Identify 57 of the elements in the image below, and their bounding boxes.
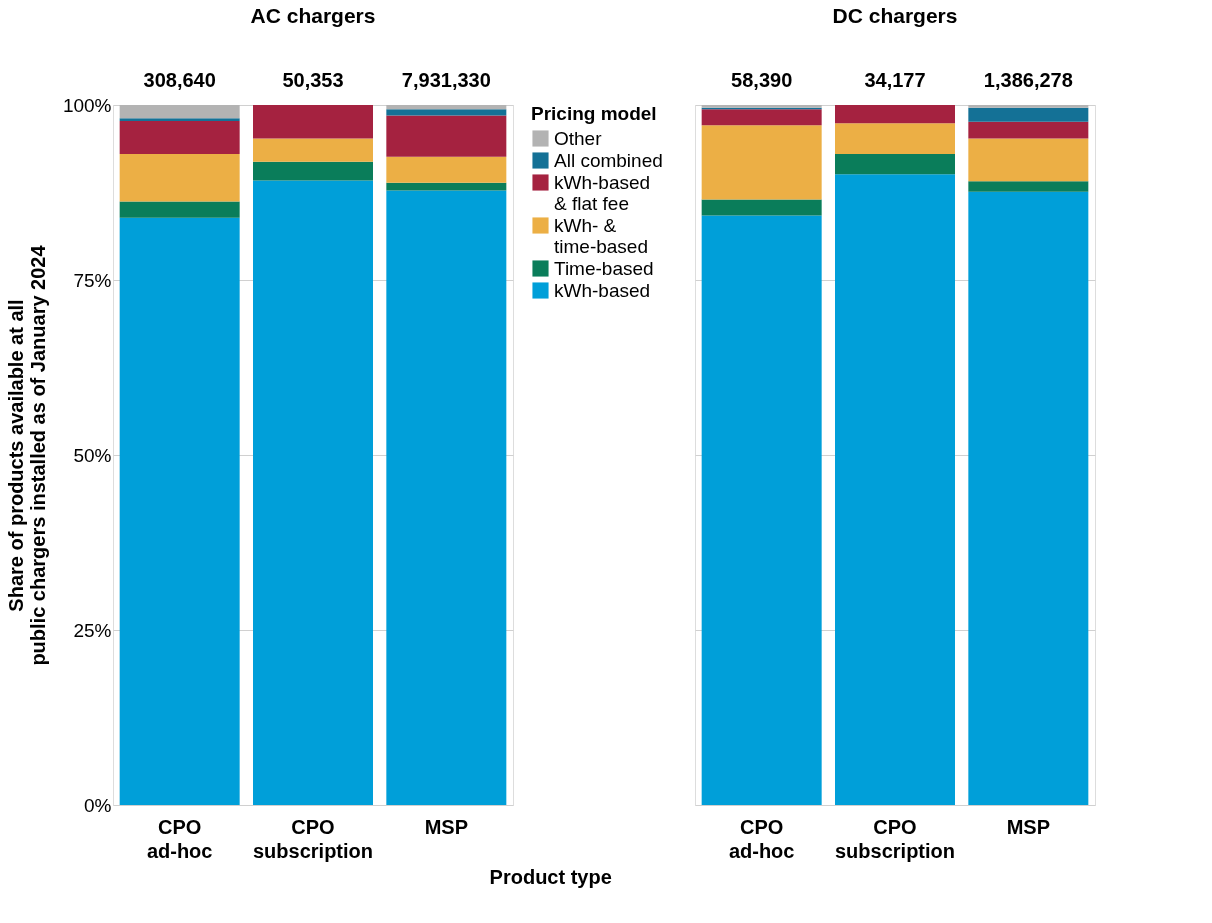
bar [253,138,373,162]
bar [968,121,1089,139]
annotation: 34,177 [864,69,926,91]
bar [386,115,507,157]
bar [835,174,955,805]
annotation: 58,390 [731,69,793,91]
legend-label: kWh-based [554,279,651,301]
bar [701,199,822,216]
bar [386,190,507,805]
chart-title: DC chargers [832,4,958,27]
bar [835,105,955,124]
bar [253,161,373,181]
annotation: 1,386,278 [983,69,1073,91]
bar [386,156,507,183]
bar [253,105,373,139]
legend-label: Time-based [554,257,654,279]
y-tick-label: 100% [62,94,112,116]
chart-title: AC chargers [250,4,376,27]
x-tick-label: MSP [1006,815,1051,838]
bar [119,105,240,119]
bar [968,105,1089,108]
bar [386,105,507,110]
y-tick-label: 0% [84,794,112,816]
x-tick-label: CPO subscription [834,815,956,862]
bar [119,118,240,122]
bar [119,217,240,805]
bar [253,180,373,805]
x-tick-label: MSP [424,815,469,838]
y-axis-title: Share of products available at all public chargers installed as of January 2024 [4,244,49,666]
legend-label: kWh- & time-based [554,214,648,257]
annotation: 50,353 [282,69,344,91]
bar [968,107,1089,122]
annotation: 7,931,330 [401,69,491,91]
bar [701,215,822,805]
x-tick-label: CPO ad-hoc [728,815,795,862]
bar [835,123,955,154]
bar [968,138,1089,182]
x-tick-label: CPO ad-hoc [146,815,213,862]
bar [968,191,1089,805]
bar [386,109,507,116]
y-tick-label: 50% [73,444,112,466]
legend-label: Other [554,127,603,149]
legend-title: Pricing model [531,103,657,124]
bar [119,201,240,218]
y-tick-label: 25% [73,619,112,641]
legend-label: All combined [554,149,663,171]
x-axis-title: Product type [489,865,612,888]
bar [835,154,955,175]
y-tick-label: 75% [73,269,112,291]
bar [386,182,507,191]
bar [119,121,240,154]
bar [701,125,822,200]
annotation: 308,640 [143,69,216,91]
bar [701,109,822,126]
bar [968,181,1089,192]
bar [119,154,240,202]
x-tick-label: CPO subscription [252,815,374,862]
